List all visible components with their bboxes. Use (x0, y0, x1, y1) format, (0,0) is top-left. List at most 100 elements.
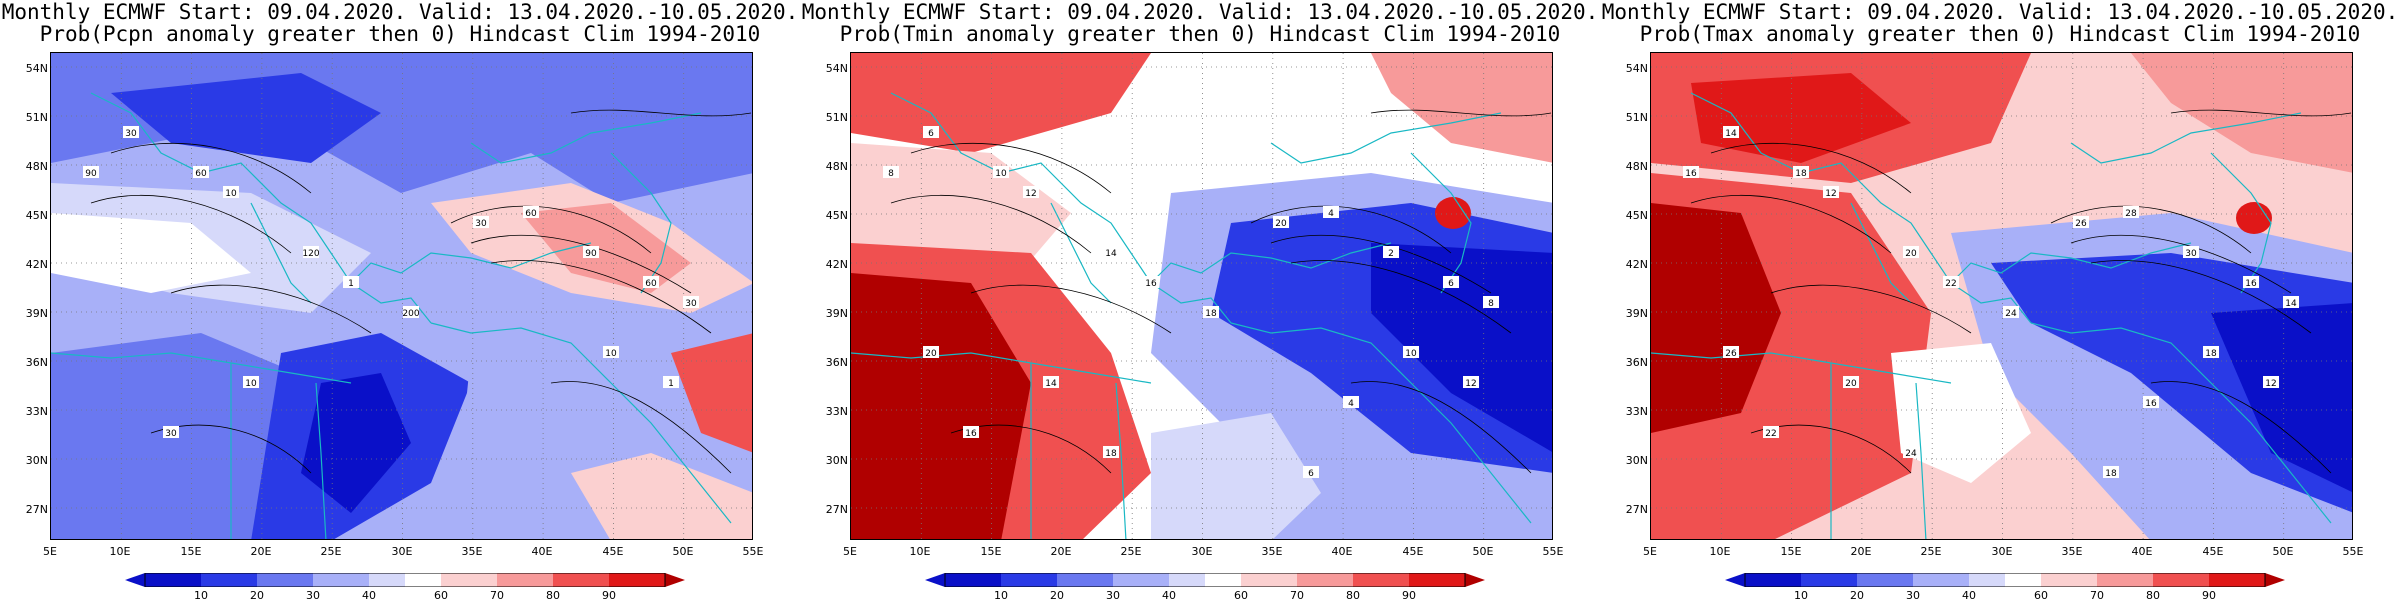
contour-label-box (2073, 216, 2089, 228)
contour-label: 26 (1725, 349, 1737, 359)
lat-label: 33N (1625, 405, 1648, 418)
contour-label-box (1273, 216, 1289, 228)
lat-label: 45N (1625, 209, 1648, 222)
panel-title-line2: Prob(Tmax anomaly greater then 0) Hindca… (1639, 22, 2361, 46)
lon-label: 10E (109, 545, 131, 558)
colorbar-strip (925, 572, 1485, 588)
contour-label-box (163, 426, 179, 438)
lat-label: 30N (25, 454, 48, 467)
contour-label: 30 (165, 429, 177, 439)
lat-label: 45N (825, 209, 848, 222)
contour-label-box (1343, 396, 1359, 408)
contour-label: 10 (605, 349, 617, 359)
contour-label: 26 (2075, 219, 2087, 229)
lon-label: 30E (1191, 545, 1213, 558)
lon-label: 35E (2061, 545, 2083, 558)
lon-label: 15E (1780, 545, 1802, 558)
coastline (1915, 382, 1927, 539)
coastline (1270, 112, 1502, 164)
contour-line (2170, 109, 2352, 117)
contour-label: 10 (1405, 349, 1417, 359)
coastline (1115, 382, 1127, 539)
contour-label-box (473, 216, 489, 228)
contour-label: 18 (1105, 449, 1117, 459)
contour-label-box (1943, 276, 1959, 288)
contour-label: 60 (645, 279, 657, 289)
lat-label: 27N (1625, 503, 1648, 516)
contour-label: 2 (1388, 249, 1394, 259)
contour-label: 6 (928, 129, 934, 139)
map-tmax: 14 16 18 12 20 22 24 26 28 30 16 14 18 12 20 22 24 26 16 18 (1650, 52, 2353, 540)
probability-field-tmin: 6 8 10 12 14 16 18 20 4 2 6 8 10 12 14 16 18 20 4 6 (851, 53, 1552, 539)
colorbar-tick: 70 (1290, 589, 1304, 602)
contour-label: 22 (1765, 429, 1776, 439)
lat-label: 48N (1625, 160, 1648, 173)
lon-label: 5E (1643, 545, 1657, 558)
contour-label-box (1723, 126, 1739, 138)
lat-label: 54N (25, 62, 48, 75)
colorbar-tick: 90 (602, 589, 616, 602)
lon-label: 55E (742, 545, 764, 558)
contour-label-box (1903, 446, 1919, 458)
contour-label: 30 (125, 129, 137, 139)
panel-title-line2: Prob(Pcpn anomaly greater then 0) Hindca… (39, 22, 761, 46)
contour-label: 20 (925, 349, 937, 359)
contour-label-box (923, 346, 939, 358)
contour-label-box (243, 376, 259, 388)
contour-line (90, 194, 292, 254)
contour-label: 16 (965, 429, 977, 439)
contour-line (110, 142, 312, 194)
contour-label: 16 (1685, 169, 1697, 179)
contour-label: 14 (1105, 249, 1117, 259)
contour-label-box (83, 166, 99, 178)
lon-label: 45E (2202, 545, 2224, 558)
panel-tmax: Monthly ECMWF Start: 09.04.2020. Valid: … (1600, 0, 2400, 602)
coastline (470, 112, 702, 164)
coastline (430, 322, 732, 524)
contour-label-box (1723, 346, 1739, 358)
colorbar-tick: 90 (2202, 589, 2216, 602)
contour-line (170, 284, 372, 334)
contour-label: 28 (2125, 209, 2137, 219)
coastline (250, 202, 312, 304)
contour-line (1250, 205, 1452, 254)
contour-label-box (1143, 276, 1159, 288)
colorbar-tick: 30 (306, 589, 320, 602)
coastline (2070, 112, 2302, 164)
contour-label-box (2183, 246, 2199, 258)
colorbar-strip (125, 572, 685, 588)
colorbar-tick: 70 (2090, 589, 2104, 602)
contour-label: 10 (245, 379, 257, 389)
contour-label: 18 (2105, 469, 2117, 479)
coastline (1950, 242, 2192, 284)
coastline (1850, 202, 1912, 304)
lon-label: 40E (1331, 545, 1353, 558)
colorbar-tick: 70 (490, 589, 504, 602)
contour-label: 8 (888, 169, 894, 179)
contour-label-box (303, 246, 319, 258)
contour-label-box (963, 426, 979, 438)
contour-label: 12 (1825, 189, 1836, 199)
lat-label: 42N (1625, 258, 1648, 271)
lon-label: 45E (1402, 545, 1424, 558)
contour-label-box (223, 186, 239, 198)
contour-label: 24 (1905, 449, 1917, 459)
lat-label: 39N (1625, 307, 1648, 320)
colorbar-tick: 30 (1906, 589, 1920, 602)
lat-label: 33N (825, 405, 848, 418)
lat-label: 51N (1625, 111, 1648, 124)
colorbar (925, 572, 1485, 591)
contour-line (890, 194, 1092, 254)
lon-label: 10E (909, 545, 931, 558)
lon-label: 20E (1050, 545, 1072, 558)
coastline (2210, 152, 2272, 294)
contour-label-box (1383, 246, 1399, 258)
coastline (315, 382, 327, 539)
contour-label: 24 (2005, 309, 2017, 319)
lon-label: 5E (843, 545, 857, 558)
graticule (51, 53, 752, 539)
contour-label-box (1023, 186, 1039, 198)
map-pcpn: 30 90 60 10 120 1 200 30 60 90 60 30 10 1 10 30 (50, 52, 753, 540)
colorbar-tick: 20 (1050, 589, 1064, 602)
contour-label: 20 (1275, 219, 1287, 229)
